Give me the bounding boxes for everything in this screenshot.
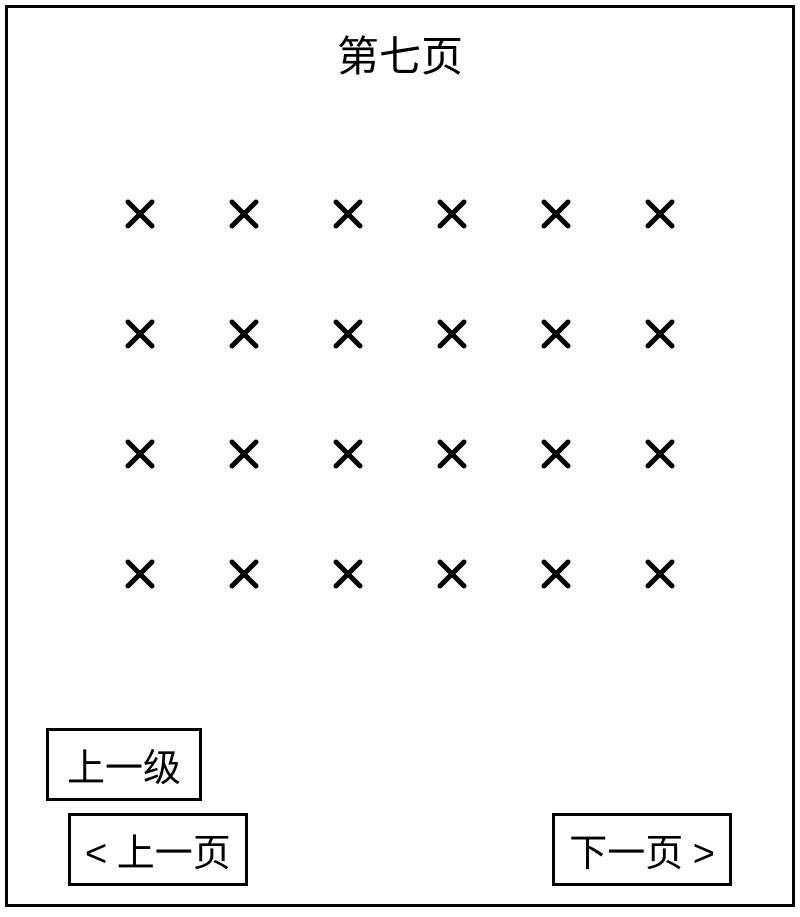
grid-item[interactable] (436, 318, 468, 350)
grid-item[interactable] (332, 558, 364, 590)
x-icon (540, 198, 572, 230)
grid-item[interactable] (332, 438, 364, 470)
grid-item[interactable] (228, 198, 260, 230)
x-icon (332, 558, 364, 590)
x-icon (436, 318, 468, 350)
grid-item[interactable] (332, 198, 364, 230)
x-icon (436, 198, 468, 230)
grid-item[interactable] (644, 318, 676, 350)
grid-item[interactable] (124, 198, 156, 230)
x-icon (436, 558, 468, 590)
x-icon (124, 318, 156, 350)
x-icon (540, 438, 572, 470)
grid-item[interactable] (436, 438, 468, 470)
x-icon (540, 558, 572, 590)
grid-item[interactable] (124, 438, 156, 470)
grid-item[interactable] (644, 558, 676, 590)
grid-item[interactable] (644, 438, 676, 470)
nav-button-row: < 上一页 下一页 > (38, 821, 762, 886)
prev-page-button[interactable]: < 上一页 (68, 813, 248, 886)
chevron-right-icon: > (693, 833, 715, 875)
x-icon (332, 198, 364, 230)
grid-item[interactable] (228, 318, 260, 350)
x-icon (644, 558, 676, 590)
x-icon (124, 558, 156, 590)
grid-item[interactable] (540, 558, 572, 590)
grid-item[interactable] (124, 318, 156, 350)
chevron-left-icon: < (85, 833, 107, 875)
grid-item[interactable] (644, 198, 676, 230)
x-icon (124, 198, 156, 230)
page-title: 第七页 (8, 8, 792, 104)
grid-item[interactable] (540, 438, 572, 470)
up-level-button[interactable]: 上一级 (46, 728, 202, 801)
grid-item[interactable] (228, 558, 260, 590)
page-container: 第七页 上一级 < 上一页 下一页 > (5, 5, 795, 907)
next-page-button[interactable]: 下一页 > (552, 813, 732, 886)
grid-item[interactable] (436, 198, 468, 230)
grid-item[interactable] (540, 318, 572, 350)
x-icon (228, 558, 260, 590)
x-icon (332, 318, 364, 350)
x-icon (644, 318, 676, 350)
x-icon (124, 438, 156, 470)
grid-item[interactable] (540, 198, 572, 230)
x-icon (540, 318, 572, 350)
next-page-label: 下一页 (569, 833, 683, 875)
x-icon (228, 198, 260, 230)
x-icon (644, 198, 676, 230)
grid-item[interactable] (332, 318, 364, 350)
grid-item[interactable] (436, 558, 468, 590)
x-icon (228, 438, 260, 470)
x-icon (644, 438, 676, 470)
x-icon (436, 438, 468, 470)
x-icon (228, 318, 260, 350)
prev-page-label: 上一页 (117, 833, 231, 875)
item-grid (8, 104, 792, 664)
x-icon (332, 438, 364, 470)
grid-item[interactable] (124, 558, 156, 590)
grid-item[interactable] (228, 438, 260, 470)
button-area: 上一级 < 上一页 下一页 > (8, 728, 792, 886)
